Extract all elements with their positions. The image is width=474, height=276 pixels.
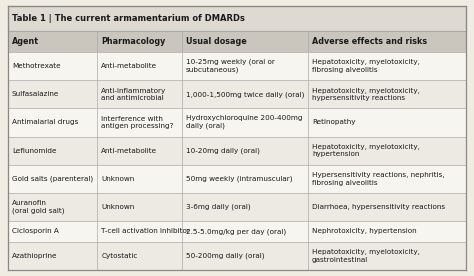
Bar <box>182 80 308 108</box>
Text: Nephrotoxicity, hypertension: Nephrotoxicity, hypertension <box>312 229 417 235</box>
Text: Hepatotoxicity, myelotoxicity,
fibrosing alveolitis: Hepatotoxicity, myelotoxicity, fibrosing… <box>312 59 420 73</box>
Bar <box>308 52 466 80</box>
Bar <box>182 221 308 242</box>
Bar <box>8 80 97 108</box>
Text: T-cell activation inhibitor: T-cell activation inhibitor <box>101 229 190 235</box>
Text: 10-20mg daily (oral): 10-20mg daily (oral) <box>186 147 260 154</box>
Text: Sulfasalazine: Sulfasalazine <box>12 91 59 97</box>
Text: Hepatotoxicity, myelotoxicity,
hypertension: Hepatotoxicity, myelotoxicity, hypertens… <box>312 144 420 157</box>
Text: Hydroxychloroquine 200-400mg
daily (oral): Hydroxychloroquine 200-400mg daily (oral… <box>186 115 302 129</box>
Bar <box>182 108 308 137</box>
Text: 3-6mg daily (oral): 3-6mg daily (oral) <box>186 204 251 210</box>
Text: Retinopathy: Retinopathy <box>312 120 356 126</box>
Text: Interference with
antigen processing?: Interference with antigen processing? <box>101 116 174 129</box>
Bar <box>97 242 182 270</box>
Text: Antimalarial drugs: Antimalarial drugs <box>12 120 78 126</box>
Bar <box>8 165 97 193</box>
Text: Adverse effects and risks: Adverse effects and risks <box>312 37 427 46</box>
Bar <box>182 193 308 221</box>
Text: 50-200mg daily (oral): 50-200mg daily (oral) <box>186 253 264 259</box>
Bar <box>308 221 466 242</box>
Bar <box>182 137 308 165</box>
Bar <box>182 165 308 193</box>
Text: Unknown: Unknown <box>101 204 135 210</box>
Text: Hypersensitivity reactions, nephritis,
fibrosing alveolitis: Hypersensitivity reactions, nephritis, f… <box>312 172 445 185</box>
Text: Hepatotoxicity, myelotoxicity,
hypersensitivity reactions: Hepatotoxicity, myelotoxicity, hypersens… <box>312 87 420 101</box>
Text: Unknown: Unknown <box>101 176 135 182</box>
Text: Gold salts (parenteral): Gold salts (parenteral) <box>12 176 93 182</box>
Text: Pharmacology: Pharmacology <box>101 37 166 46</box>
Text: Anti-metabolite: Anti-metabolite <box>101 63 157 69</box>
Bar <box>97 52 182 80</box>
Bar <box>97 221 182 242</box>
Bar <box>97 80 182 108</box>
Bar <box>8 108 97 137</box>
Bar <box>308 80 466 108</box>
Bar <box>308 137 466 165</box>
Bar <box>182 242 308 270</box>
Text: Agent: Agent <box>12 37 39 46</box>
Text: Auranofin
(oral gold salt): Auranofin (oral gold salt) <box>12 200 64 214</box>
Bar <box>97 165 182 193</box>
Text: Hepatotoxicity, myelotoxicity,
gastrointestinal: Hepatotoxicity, myelotoxicity, gastroint… <box>312 249 420 263</box>
Text: Usual dosage: Usual dosage <box>186 37 247 46</box>
Text: 50mg weekly (intramuscular): 50mg weekly (intramuscular) <box>186 176 292 182</box>
Bar <box>182 31 308 52</box>
Text: Cytostatic: Cytostatic <box>101 253 137 259</box>
Text: Diarrhoea, hypersensitivity reactions: Diarrhoea, hypersensitivity reactions <box>312 204 445 210</box>
Text: Leflunomide: Leflunomide <box>12 148 56 154</box>
Bar <box>308 242 466 270</box>
Text: Azathioprine: Azathioprine <box>12 253 57 259</box>
Text: 10-25mg weekly (oral or
subcutaneous): 10-25mg weekly (oral or subcutaneous) <box>186 59 275 73</box>
Text: Methotrexate: Methotrexate <box>12 63 61 69</box>
Bar <box>8 242 97 270</box>
Text: Anti-metabolite: Anti-metabolite <box>101 148 157 154</box>
Text: Table 1 | The current armamentarium of DMARDs: Table 1 | The current armamentarium of D… <box>12 14 245 23</box>
Bar <box>308 31 466 52</box>
Bar <box>308 108 466 137</box>
Text: 2.5-5.0mg/kg per day (oral): 2.5-5.0mg/kg per day (oral) <box>186 228 286 235</box>
Bar <box>97 108 182 137</box>
Bar <box>97 193 182 221</box>
Bar <box>8 52 97 80</box>
Bar <box>8 6 466 31</box>
Bar <box>97 137 182 165</box>
Text: 1,000-1,500mg twice daily (oral): 1,000-1,500mg twice daily (oral) <box>186 91 304 97</box>
Bar <box>97 31 182 52</box>
Bar <box>182 52 308 80</box>
Bar <box>8 137 97 165</box>
Bar <box>8 221 97 242</box>
Bar <box>308 165 466 193</box>
Bar <box>8 193 97 221</box>
Text: Anti-inflammatory
and antimicrobial: Anti-inflammatory and antimicrobial <box>101 87 166 101</box>
Text: Ciclosporin A: Ciclosporin A <box>12 229 59 235</box>
Bar <box>8 31 97 52</box>
Bar <box>308 193 466 221</box>
